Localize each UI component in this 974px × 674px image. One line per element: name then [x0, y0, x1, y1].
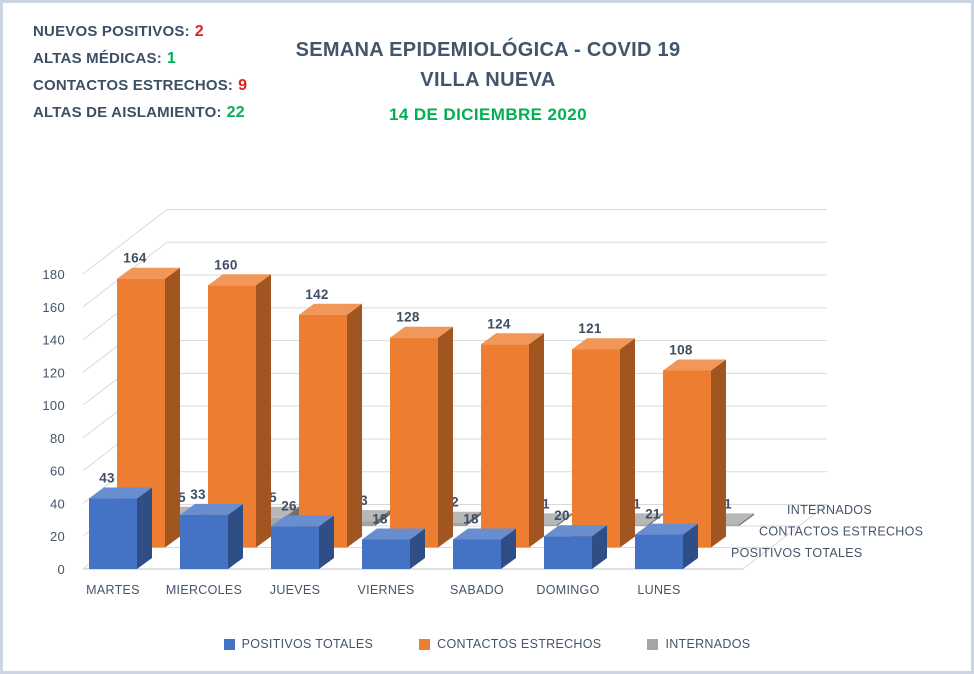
summary-stats: NUEVOS POSITIVOS: 2 ALTAS MÉDICAS: 1 CONTA…	[33, 23, 247, 131]
series-positivos-totales	[89, 487, 698, 569]
svg-text:SABADO: SABADO	[450, 583, 504, 597]
svg-text:108: 108	[669, 343, 693, 358]
svg-text:43: 43	[99, 471, 115, 486]
svg-text:142: 142	[305, 287, 328, 302]
stat-altas-medicas: ALTAS MÉDICAS: 1	[33, 50, 247, 68]
svg-text:100: 100	[42, 398, 65, 413]
svg-text:128: 128	[396, 310, 420, 325]
svg-text:INTERNADOS: INTERNADOS	[787, 503, 872, 517]
svg-text:CONTACTOS ESTRECHOS: CONTACTOS ESTRECHOS	[759, 525, 923, 539]
category-labels: MARTES MIERCOLES JUEVES VIERNES SABADO DOMING…	[86, 583, 680, 597]
svg-text:33: 33	[190, 487, 206, 502]
chart-legend: POSITIVOS TOTALES CONTACTOS ESTRECHOS IN…	[3, 637, 971, 651]
legend-item-contactos-estrechos: CONTACTOS ESTRECHOS	[419, 637, 601, 651]
stat-nuevos-positivos: NUEVOS POSITIVOS: 2	[33, 23, 247, 41]
svg-text:20: 20	[554, 508, 570, 523]
svg-text:5: 5	[178, 490, 186, 505]
page-title-block: SEMANA EPIDEMIOLÓGICA - COVID 19 VILLA N…	[241, 39, 735, 125]
legend-item-positivos-totales: POSITIVOS TOTALES	[223, 637, 374, 651]
report-date: 14 DE DICIEMBRE 2020	[389, 105, 587, 124]
page-subtitle: VILLA NUEVA	[420, 69, 556, 91]
svg-text:121: 121	[578, 321, 602, 336]
svg-text:180: 180	[42, 267, 65, 282]
svg-text:VIERNES: VIERNES	[358, 583, 415, 597]
svg-text:2: 2	[451, 495, 459, 510]
svg-text:DOMINGO: DOMINGO	[536, 583, 599, 597]
svg-text:120: 120	[42, 365, 65, 380]
svg-text:MARTES: MARTES	[86, 583, 140, 597]
depth-axis-labels: POSITIVOS TOTALES CONTACTOS ESTRECHOS INTE…	[731, 503, 923, 560]
svg-text:1: 1	[633, 496, 641, 511]
value-labels-internados: 5 5 3 2 1 1 1	[178, 490, 732, 512]
svg-text:26: 26	[281, 498, 297, 513]
svg-text:21: 21	[645, 507, 661, 522]
svg-text:20: 20	[50, 529, 65, 544]
svg-text:160: 160	[214, 257, 237, 272]
svg-text:0: 0	[57, 562, 65, 577]
legend-swatch-blue	[223, 638, 235, 650]
stat-label: CONTACTOS ESTRECHOS:	[33, 77, 234, 94]
svg-text:164: 164	[123, 251, 147, 266]
svg-text:40: 40	[50, 496, 65, 511]
svg-text:1: 1	[724, 496, 732, 511]
legend-item-internados: INTERNADOS	[647, 637, 750, 651]
svg-text:18: 18	[372, 512, 388, 527]
svg-text:124: 124	[487, 316, 511, 331]
page-title: SEMANA EPIDEMIOLÓGICA - COVID 19	[295, 39, 681, 61]
legend-label: INTERNADOS	[665, 637, 751, 651]
svg-text:MIERCOLES: MIERCOLES	[166, 583, 242, 597]
stat-value: 9	[238, 77, 248, 94]
stat-label: NUEVOS POSITIVOS:	[33, 23, 190, 40]
svg-text:18: 18	[463, 512, 479, 527]
svg-text:80: 80	[50, 431, 65, 446]
stat-label: ALTAS MÉDICAS:	[33, 50, 162, 67]
svg-text:JUEVES: JUEVES	[270, 583, 320, 597]
legend-label: CONTACTOS ESTRECHOS	[437, 637, 602, 651]
legend-label: POSITIVOS TOTALES	[241, 637, 374, 651]
series-contactos-estrechos	[117, 267, 726, 548]
stat-contactos-estrechos: CONTACTOS ESTRECHOS: 9	[33, 77, 247, 95]
stat-value: 2	[194, 23, 204, 40]
value-labels-contactos-estrechos: 164 160 142 128 124 121 108	[123, 251, 693, 358]
svg-text:60: 60	[50, 464, 65, 479]
stat-value: 1	[166, 50, 177, 67]
svg-text:160: 160	[42, 300, 65, 315]
svg-text:LUNES: LUNES	[637, 583, 680, 597]
legend-swatch-gray	[647, 638, 659, 650]
svg-text:5: 5	[269, 490, 277, 505]
stat-altas-aislamiento: ALTAS DE AISLAMIENTO: 22	[33, 104, 247, 122]
svg-text:POSITIVOS TOTALES: POSITIVOS TOTALES	[731, 546, 863, 560]
stat-label: ALTAS DE AISLAMIENTO:	[33, 104, 222, 121]
stat-value: 22	[226, 104, 245, 121]
y-axis-labels: 0 20 40 60 80 100 120 140 160 180	[42, 267, 65, 577]
svg-text:1: 1	[542, 496, 550, 511]
svg-text:140: 140	[42, 333, 65, 348]
legend-swatch-orange	[419, 638, 431, 650]
svg-text:3: 3	[360, 493, 368, 508]
